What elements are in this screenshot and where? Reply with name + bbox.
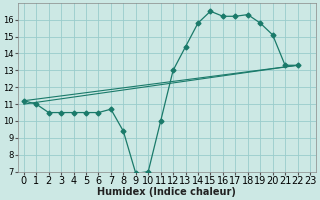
X-axis label: Humidex (Indice chaleur): Humidex (Indice chaleur): [98, 187, 236, 197]
